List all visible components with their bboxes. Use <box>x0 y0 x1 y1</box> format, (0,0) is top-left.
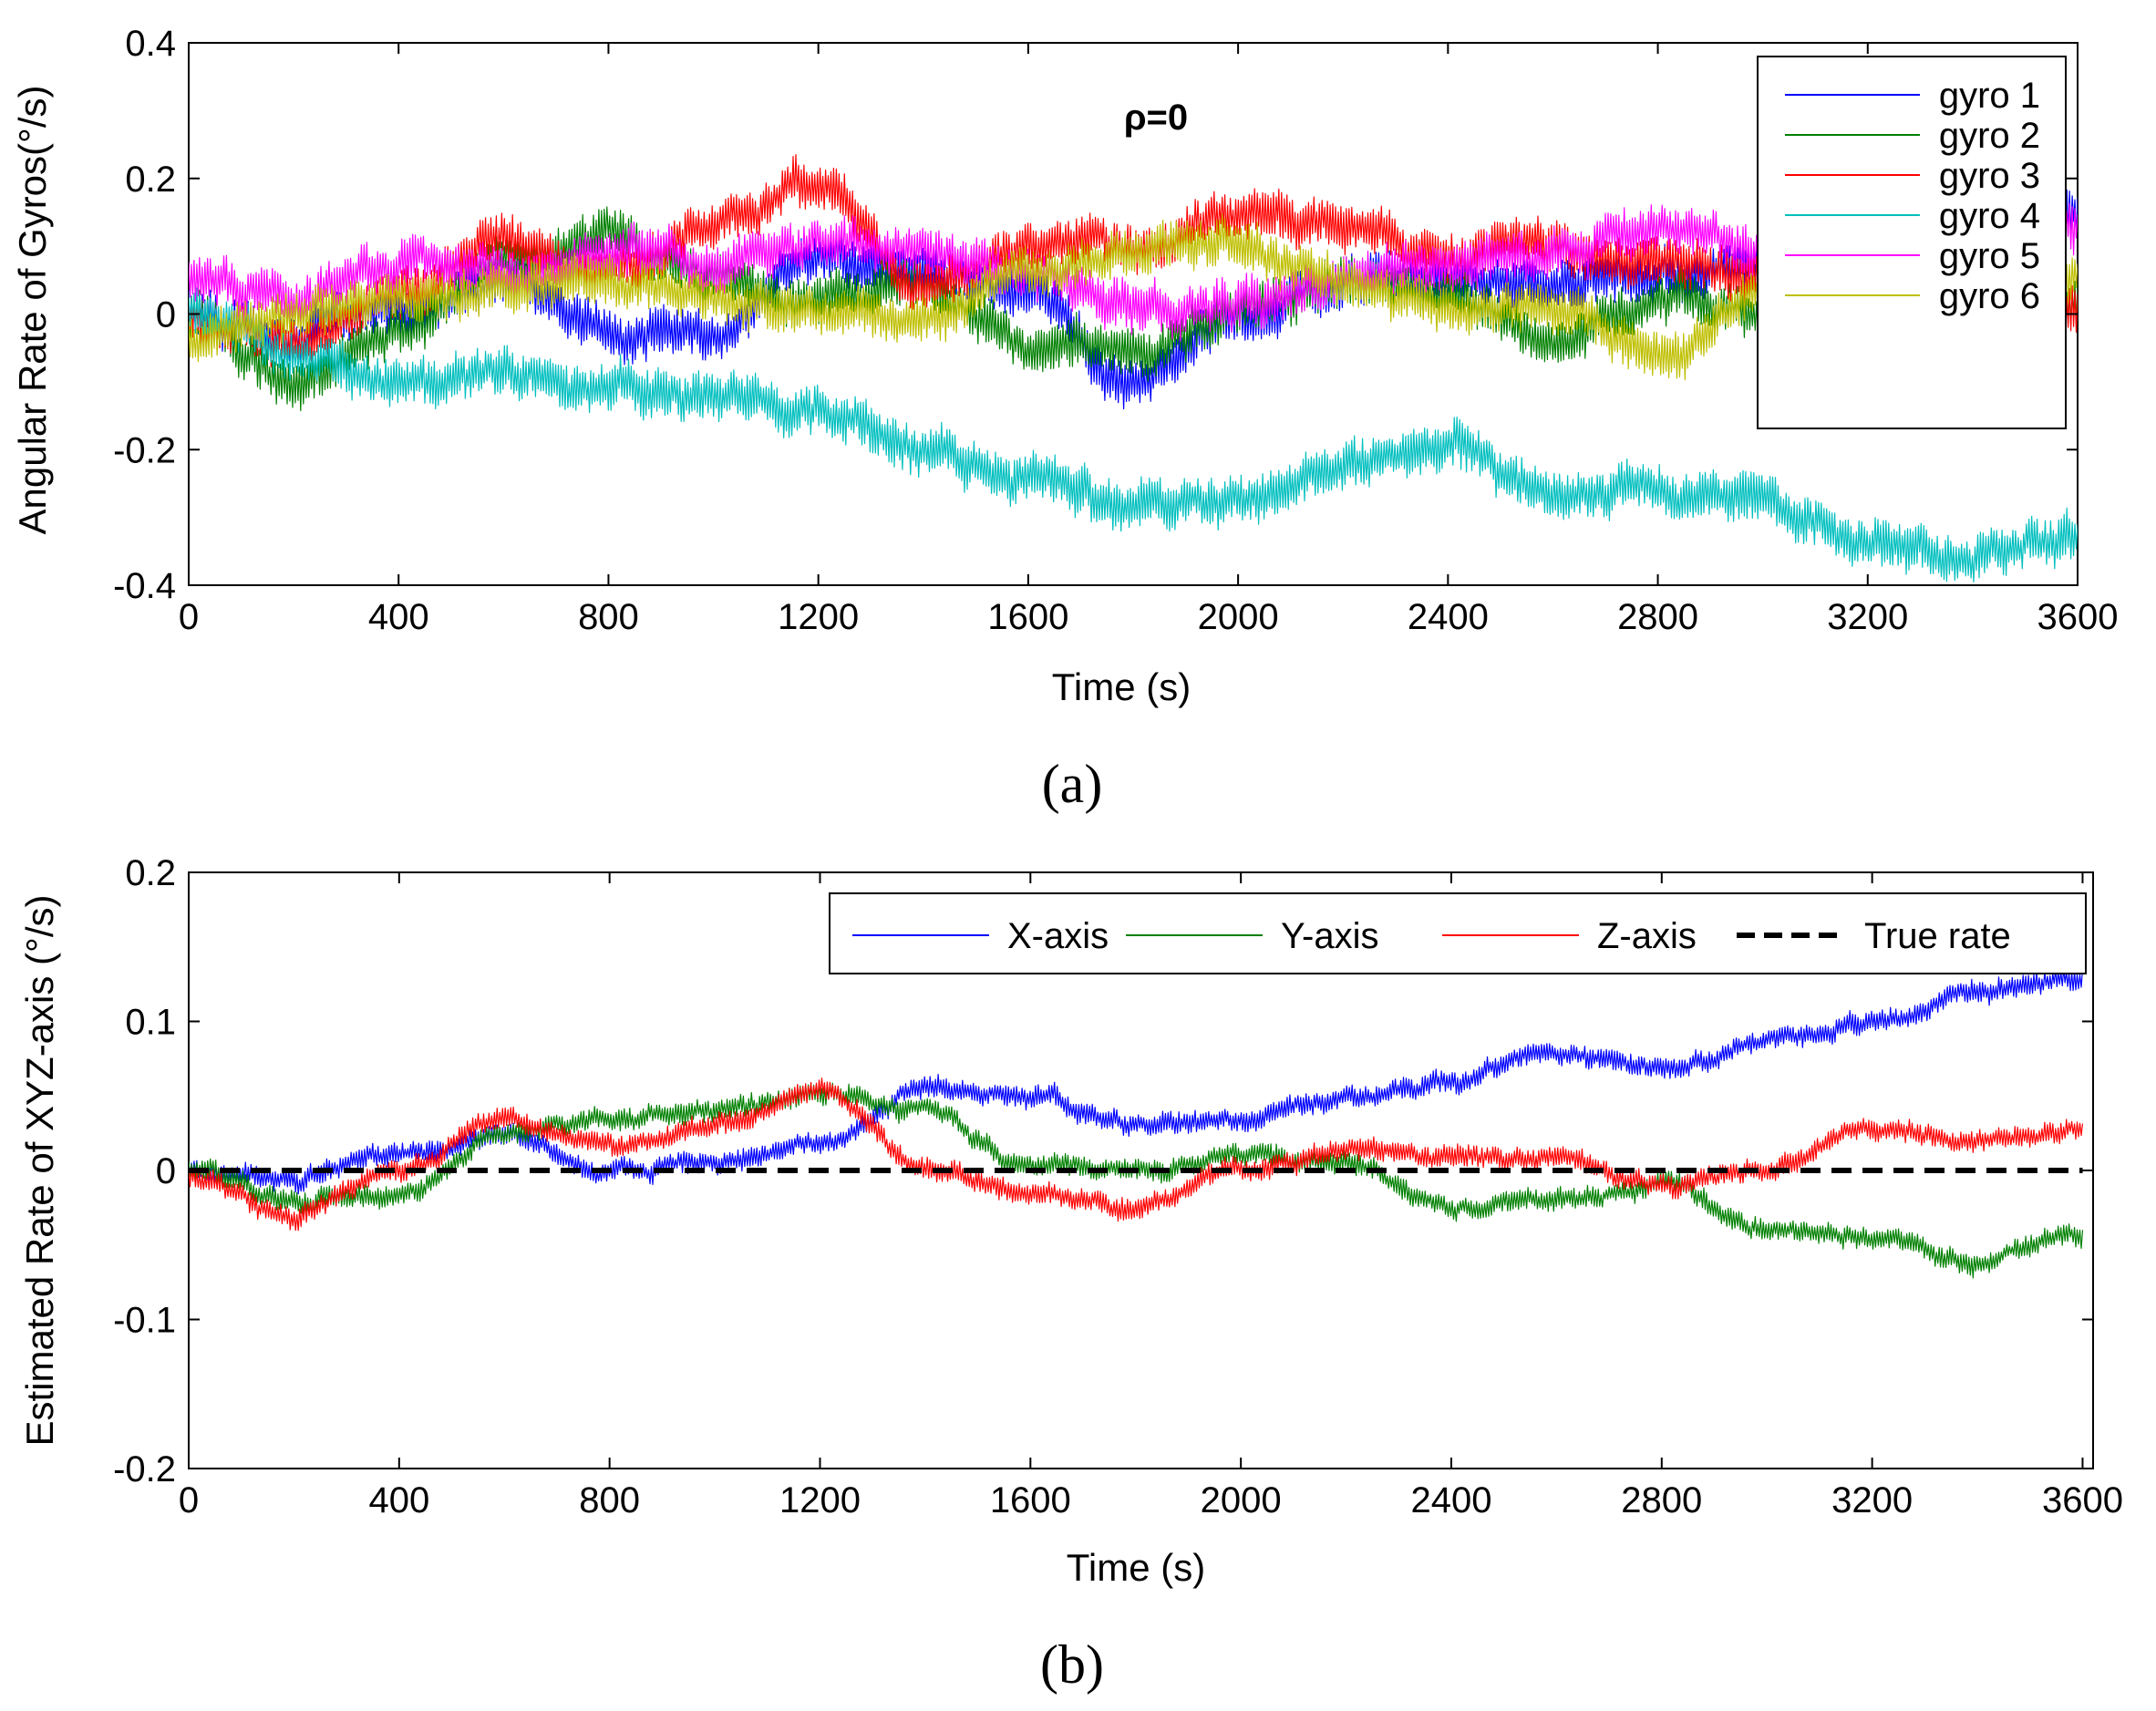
panel-a-chart: 0 400 800 1200 1600 2000 2400 2800 3200 3600 0.4 0.… <box>11 24 2118 814</box>
panel-b-series-z-axis <box>189 1077 2084 1232</box>
panel-a-legend-gyro-5-label: gyro 5 <box>1939 236 2040 276</box>
panel-a-x-tick-label-3200: 3200 <box>1827 597 1908 637</box>
panel-a-x-tick-label-800: 800 <box>578 597 639 637</box>
panel-a-x-tick-label-2000: 2000 <box>1198 597 1279 637</box>
panel-b-x-tick-label-2800: 2800 <box>1621 1480 1702 1520</box>
panel-a-legend-gyro-6-label: gyro 6 <box>1939 276 2040 316</box>
panel-b-legend-box <box>829 892 2087 974</box>
panel-a-label: (a) <box>1042 754 1103 814</box>
panel-a-x-tick-label-3600: 3600 <box>2037 597 2119 637</box>
panel-a-x-tick-label-1600: 1600 <box>987 597 1068 637</box>
panel-b-x-tick-label-2400: 2400 <box>1410 1480 1491 1520</box>
panel-b-y-tick-label-0: 0 <box>156 1151 176 1191</box>
panel-b-y-tick-label-0-2: -0.2 <box>113 1449 176 1489</box>
panel-a-legend-gyro-4-label: gyro 4 <box>1939 196 2040 236</box>
panel-a-y-tick-label-0: 0 <box>156 295 176 335</box>
panel-a-x-tick-label-2800: 2800 <box>1617 597 1698 637</box>
panel-b-y-tick-label-0-1: 0.1 <box>125 1003 176 1043</box>
panel-a-annotation: ρ=0 <box>1124 98 1188 138</box>
panel-b-y-tick-label-0-1: -0.1 <box>113 1301 176 1341</box>
panel-a-ticks: 0 400 800 1200 1600 2000 2400 2800 3200 3600 0.4 0.… <box>113 24 2118 637</box>
panel-b-chart: 0 400 800 1200 1600 2000 2400 2800 3200 3600 0.2 0.… <box>18 853 2123 1695</box>
panel-a-legend-box <box>1757 56 2067 429</box>
panel-b-series-y-axis <box>189 1082 2084 1279</box>
panel-a-x-tick-label-1200: 1200 <box>778 597 859 637</box>
panel-b-legend-items: X-axis Y-axis Z-axis True rate <box>852 916 2011 956</box>
panel-b-x-tick-label-0: 0 <box>179 1480 199 1520</box>
panel-b-legend-z-axis-label: Z-axis <box>1597 916 1697 956</box>
panel-b-legend-x-axis-label: X-axis <box>1007 916 1109 956</box>
panel-a-y-axis-label: Angular Rate of Gyros(°/s) <box>11 86 54 535</box>
panel-b-x-axis-label: Time (s) <box>1067 1546 1205 1589</box>
panel-b-ticks: 0 400 800 1200 1600 2000 2400 2800 3200 3600 0.2 0.… <box>113 853 2123 1520</box>
panel-b-x-tick-label-400: 400 <box>368 1480 429 1520</box>
panel-a-y-tick-label-0-4: 0.4 <box>125 24 176 64</box>
panel-a-y-tick-label-0-2: 0.2 <box>125 160 176 200</box>
panel-b-x-tick-label-1200: 1200 <box>779 1480 861 1520</box>
panel-a-series-gyro-4 <box>189 287 2078 583</box>
panel-b-y-axis-label: Estimated Rate of XYZ-axis (°/s) <box>18 895 61 1447</box>
panel-a-x-tick-label-400: 400 <box>368 597 429 637</box>
panel-b-x-tick-label-3600: 3600 <box>2042 1480 2123 1520</box>
panel-a-x-tick-label-0: 0 <box>179 597 199 637</box>
panel-b-x-tick-label-1600: 1600 <box>990 1480 1071 1520</box>
panel-b-legend: X-axis Y-axis Z-axis True rate <box>829 892 2087 974</box>
panel-a-y-tick-label-0-2: -0.2 <box>113 430 176 470</box>
panel-b-series-group <box>189 968 2084 1279</box>
panel-a-x-tick-label-2400: 2400 <box>1408 597 1489 637</box>
panel-b-label: (b) <box>1040 1634 1104 1695</box>
panel-a-legend-gyro-1-label: gyro 1 <box>1939 76 2040 116</box>
panel-a-x-axis-label: Time (s) <box>1052 665 1191 708</box>
panel-a-legend-gyro-2-label: gyro 2 <box>1939 116 2040 156</box>
panel-b-x-tick-label-2000: 2000 <box>1201 1480 1282 1520</box>
panel-b-x-tick-label-800: 800 <box>579 1480 640 1520</box>
panel-b-legend-y-axis-label: Y-axis <box>1281 916 1378 956</box>
panel-b-x-tick-label-3200: 3200 <box>1831 1480 1913 1520</box>
panel-b-y-tick-label-0-2: 0.2 <box>125 853 176 893</box>
panel-a-legend-gyro-3-label: gyro 3 <box>1939 156 2040 196</box>
panel-a-y-tick-label-0-4: -0.4 <box>113 566 176 606</box>
panel-b-legend-true-rate-label: True rate <box>1864 916 2011 956</box>
